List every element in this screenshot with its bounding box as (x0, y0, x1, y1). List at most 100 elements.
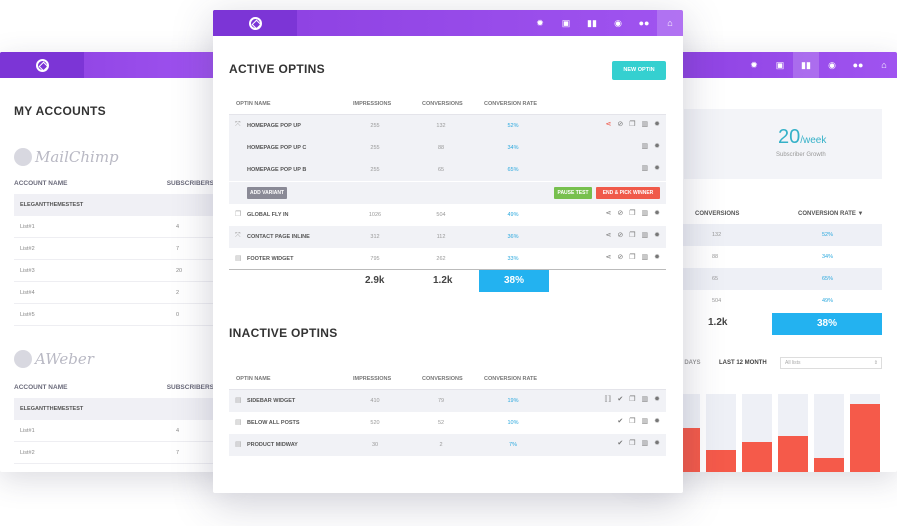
lock-icon[interactable]: ▣ (775, 59, 785, 70)
optin-name[interactable]: BELOW ALL POSTS (247, 420, 300, 426)
filter-30-days[interactable]: 30 DAYS (676, 360, 701, 366)
optin-row[interactable]: ▤ BELOW ALL POSTS 520 52 10% ✔ ❐ ▥ ✹ (229, 412, 666, 434)
optin-type-icon: ❐ (235, 211, 242, 218)
duplicate-icon[interactable]: ❐ (629, 418, 636, 425)
check-icon[interactable]: ✔ (617, 396, 624, 403)
optin-name[interactable]: HOMEPAGE POP UP C (247, 145, 307, 151)
select-arrow-icon: ⇕ (873, 360, 878, 366)
duplicate-icon[interactable]: ❐ (629, 440, 636, 447)
optin-row[interactable]: ⤧ HOMEPAGE POP UP 255 132 52% ⋖ ⊘ ❐ ▥ ✹ (229, 115, 666, 137)
check-icon[interactable]: ✔ (617, 440, 624, 447)
share-icon[interactable]: ⋖ (605, 210, 612, 217)
support-icon[interactable]: ◉ (614, 17, 622, 28)
new-optin-button[interactable]: NEW OPTIN (612, 61, 666, 80)
home-icon[interactable]: ⌂ (881, 60, 887, 70)
check-icon[interactable]: ✔ (617, 418, 624, 425)
share-icon[interactable]: ⋖ (605, 254, 612, 261)
account-list-row[interactable]: List#2 7 (14, 442, 219, 464)
account-list-row[interactable]: List#3 20 (14, 260, 219, 282)
gear-icon[interactable]: ✹ (536, 17, 544, 28)
users-icon[interactable]: ●● (852, 60, 864, 70)
toggle-icon[interactable]: ⊘ (617, 210, 624, 217)
stats-panel: ✹ ▣ ▮▮ ◉ ●● ⌂ 20/week Subscriber Growth … (630, 52, 897, 472)
duplicate-icon[interactable]: ❐ (629, 396, 636, 403)
users-icon[interactable]: ●● (638, 18, 650, 28)
duplicate-icon[interactable]: ❐ (629, 121, 636, 128)
optin-row[interactable]: ▤ FOOTER WIDGET 795 262 33% ⋖ ⊘ ❐ ▥ ✹ (229, 248, 666, 270)
trash-icon[interactable]: ▥ (641, 396, 649, 403)
col-conversion-rate[interactable]: CONVERSION RATE ▼ (798, 211, 864, 217)
optin-name[interactable]: FOOTER WIDGET (247, 256, 294, 262)
gear-icon[interactable]: ✹ (654, 254, 660, 261)
list-subscribers: 0 (176, 311, 180, 318)
duplicate-icon[interactable]: ❐ (629, 232, 636, 239)
trash-icon[interactable]: ▥ (641, 440, 649, 447)
gear-icon[interactable]: ✹ (750, 59, 758, 70)
bloom-logo[interactable] (0, 52, 84, 78)
gear-icon[interactable]: ✹ (654, 210, 660, 217)
bloom-logo[interactable] (213, 10, 297, 36)
duplicate-icon[interactable]: ❐ (629, 254, 636, 261)
chart-bar (778, 436, 808, 472)
list-name: List#5 (20, 311, 35, 318)
gear-icon[interactable]: ✹ (654, 165, 660, 172)
trash-icon[interactable]: ▥ (641, 232, 649, 239)
optin-name[interactable]: PRODUCT MIDWAY (247, 442, 298, 448)
gear-icon[interactable]: ✹ (654, 121, 660, 128)
gear-icon[interactable]: ✹ (654, 440, 660, 447)
gear-icon[interactable]: ✹ (654, 418, 660, 425)
toggle-icon[interactable]: ⊘ (617, 254, 624, 261)
end-pick-winner-button[interactable]: END & PICK WINNER (596, 187, 660, 199)
col-account-name: ACCOUNT NAME (14, 384, 68, 391)
pause-test-button[interactable]: PAUSE TEST (554, 187, 592, 199)
optin-rate: 19% (507, 398, 519, 404)
optin-name[interactable]: CONTACT PAGE INLINE (247, 234, 310, 240)
optin-name[interactable]: SIDEBAR WIDGET (247, 398, 296, 404)
lock-icon[interactable]: ▣ (561, 17, 571, 28)
trash-icon[interactable]: ▥ (641, 165, 649, 172)
trash-icon[interactable]: ▥ (641, 143, 649, 150)
account-list-row[interactable]: List#4 2 (14, 282, 219, 304)
stats-icon[interactable]: ▮▮ (587, 17, 597, 28)
mailchimp-icon (14, 148, 32, 166)
home-icon[interactable]: ⌂ (657, 10, 683, 36)
trash-icon[interactable]: ▥ (641, 210, 649, 217)
toggle-icon[interactable]: ⊘ (617, 121, 624, 128)
duplicate-icon[interactable]: ❐ (629, 210, 636, 217)
gear-icon[interactable]: ✹ (654, 396, 660, 403)
support-icon[interactable]: ◉ (828, 59, 836, 70)
optin-conversions: 504 (436, 212, 446, 218)
account-list-row[interactable]: List#5 0 (14, 304, 219, 326)
toggle-icon[interactable]: ⊘ (617, 232, 624, 239)
share-icon[interactable]: ⋖ (605, 121, 612, 128)
trash-icon[interactable]: ▥ (641, 254, 649, 261)
optin-type-icon: ▤ (235, 255, 242, 262)
gear-icon[interactable]: ✹ (654, 232, 660, 239)
optin-row[interactable]: ⤧ CONTACT PAGE INLINE 312 112 36% ⋖ ⊘ ❐ ▥ ✹ (229, 226, 666, 248)
col-subscribers: SUBSCRIBERS (166, 384, 214, 391)
account-list-row[interactable]: List#1 4 (14, 420, 219, 442)
account-list-row[interactable]: List#1 4 (14, 216, 219, 238)
growth-card (684, 109, 882, 179)
stats-icon[interactable]: ▮▮ (793, 52, 819, 78)
optin-name[interactable]: HOMEPAGE POP UP (247, 123, 301, 129)
embed-icon[interactable]: ⟦⟧ (604, 396, 612, 403)
list-name: List#2 (20, 245, 35, 252)
optin-name[interactable]: HOMEPAGE POP UP B (247, 167, 307, 173)
gear-icon[interactable]: ✹ (654, 143, 660, 150)
account-list-row[interactable]: List#2 7 (14, 238, 219, 260)
optin-name[interactable]: GLOBAL FLY IN (247, 212, 289, 218)
trash-icon[interactable]: ▥ (641, 418, 649, 425)
list-subscribers: 7 (176, 245, 180, 252)
share-icon[interactable]: ⋖ (605, 232, 612, 239)
list-select[interactable]: All lists ⇕ (780, 357, 882, 369)
optin-row[interactable]: HOMEPAGE POP UP B 255 65 65% ▥ ✹ (229, 159, 666, 181)
optin-row[interactable]: ▤ PRODUCT MIDWAY 30 2 7% ✔ ❐ ▥ ✹ (229, 434, 666, 456)
filter-12-month[interactable]: LAST 12 MONTH (719, 360, 767, 366)
optin-row[interactable]: ▤ SIDEBAR WIDGET 410 79 19% ⟦⟧ ✔ ❐ ▥ ✹ (229, 390, 666, 412)
optin-row[interactable]: ❐ GLOBAL FLY IN 1026 504 49% ⋖ ⊘ ❐ ▥ ✹ (229, 204, 666, 226)
add-variant-button[interactable]: ADD VARIANT (247, 187, 287, 199)
optin-row[interactable]: HOMEPAGE POP UP C 255 88 34% ▥ ✹ (229, 137, 666, 159)
trash-icon[interactable]: ▥ (641, 121, 649, 128)
aweber-header: ACCOUNT NAME SUBSCRIBERS (14, 384, 214, 391)
